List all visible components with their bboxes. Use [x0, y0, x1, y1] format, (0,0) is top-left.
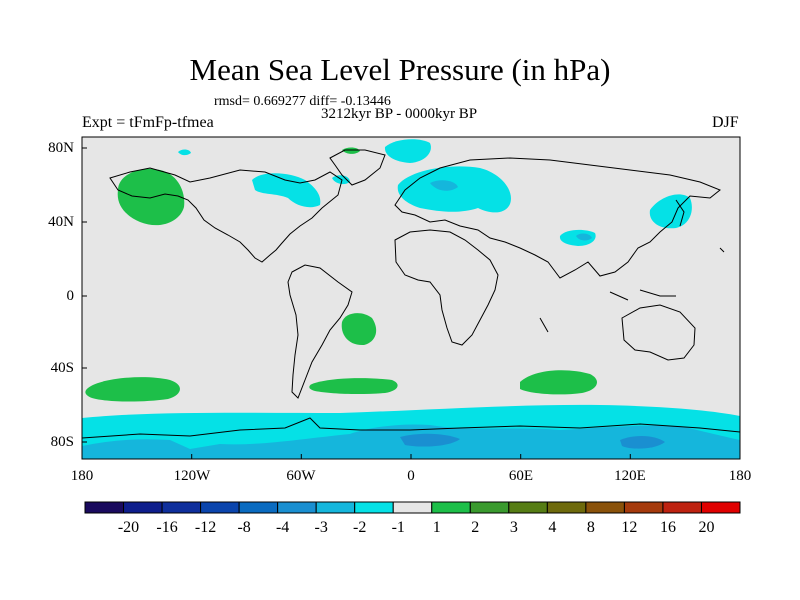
period-text: 3212kyr BP - 0000kyr BP: [321, 106, 478, 122]
lon-tick-label: 120W: [173, 468, 211, 484]
lon-tick-label: 0: [407, 468, 415, 484]
arctic-green-patch: [342, 147, 360, 154]
colorbar-label: 12: [621, 519, 638, 536]
coast-antarctica: [82, 417, 740, 439]
lon-tick-label: 120E: [614, 468, 646, 484]
colorbar-label: 2: [471, 519, 480, 536]
lat-tick-label: 40N: [48, 214, 74, 230]
colorbar-label: 20: [698, 519, 715, 536]
colorbar-label: -4: [275, 519, 290, 536]
colorbar-swatch: [123, 501, 163, 514]
lon-tick-label: 180: [728, 468, 752, 484]
lat-tick-label: 80N: [48, 140, 74, 156]
lon-tick-label: 60E: [508, 468, 534, 484]
south-atlantic-high: [341, 313, 377, 346]
coast-australia: [621, 304, 696, 361]
experiment-label: Expt = tFmFp-tfmea: [82, 114, 214, 131]
lon-tick-label: 180: [70, 468, 94, 484]
colorbar-swatch: [700, 501, 741, 514]
colorbar-swatch: [508, 501, 548, 514]
lat-tick-label: 0: [66, 288, 75, 304]
coast-south-america: [287, 264, 353, 399]
eurasia-low-core: [430, 180, 458, 191]
coast-north-america: [109, 167, 343, 263]
colorbar-swatch: [585, 501, 625, 514]
colorbar-swatch: [662, 501, 702, 514]
southern-ocean-core-1: [400, 433, 460, 447]
colorbar-swatch: [161, 501, 202, 514]
colorbar-swatch: [238, 501, 279, 514]
asia-low-core: [576, 233, 592, 241]
colorbar-swatch: [354, 501, 394, 514]
colorbar-swatch: [546, 501, 587, 514]
coast-greenland: [329, 149, 386, 186]
bering-low-patch: [178, 149, 191, 156]
south-atlantic-band: [309, 378, 398, 395]
map-panel: [82, 137, 740, 459]
axis-ticks: [81, 147, 741, 459]
colorbar-label: 4: [548, 519, 557, 536]
colorbar-swatch: [84, 501, 125, 514]
south-pacific-high: [85, 377, 180, 402]
coastlines: [82, 149, 740, 439]
colorbar-label: 3: [509, 519, 518, 536]
colorbar-swatch: [315, 501, 356, 514]
colorbar-label: -8: [237, 519, 251, 536]
colorbar-swatch: [277, 501, 317, 514]
coast-islands: [539, 199, 725, 333]
arctic-low: [384, 139, 431, 163]
season-label: DJF: [712, 114, 739, 131]
southern-ocean-core-2: [620, 436, 665, 449]
colorbar-label: -20: [117, 519, 140, 536]
colorbar-swatch: [392, 501, 433, 514]
colorbar-swatch: [200, 501, 240, 514]
colorbar-swatch: [469, 501, 510, 514]
map-title: Mean Sea Level Pressure (in hPa): [189, 52, 611, 87]
stats-text: rmsd= 0.669277 diff= -0.13446: [214, 94, 391, 109]
lat-tick-label: 40S: [50, 360, 74, 376]
coast-eurasia: [394, 157, 721, 279]
colorbar-label: -1: [391, 519, 405, 536]
lat-tick-label: 80S: [50, 434, 74, 450]
colorbar-label: -16: [156, 519, 178, 536]
colorbar-label: -3: [314, 519, 328, 536]
north-america-low: [252, 173, 321, 208]
colorbar-label: 16: [659, 519, 676, 536]
lon-tick-label: 60W: [286, 468, 316, 484]
colorbar-swatch: [431, 501, 471, 514]
colorbar-label: 1: [432, 519, 441, 536]
colorbar-swatch: [623, 501, 664, 514]
colorbar-label: 8: [586, 519, 595, 536]
eurasia-low: [397, 166, 511, 213]
coast-africa: [394, 229, 499, 346]
colorbar-label: -2: [353, 519, 367, 536]
colorbar-label: -12: [194, 519, 217, 536]
indian-ocean-high: [520, 370, 597, 395]
colorbar: [84, 501, 741, 514]
north-pacific-high: [117, 168, 185, 226]
